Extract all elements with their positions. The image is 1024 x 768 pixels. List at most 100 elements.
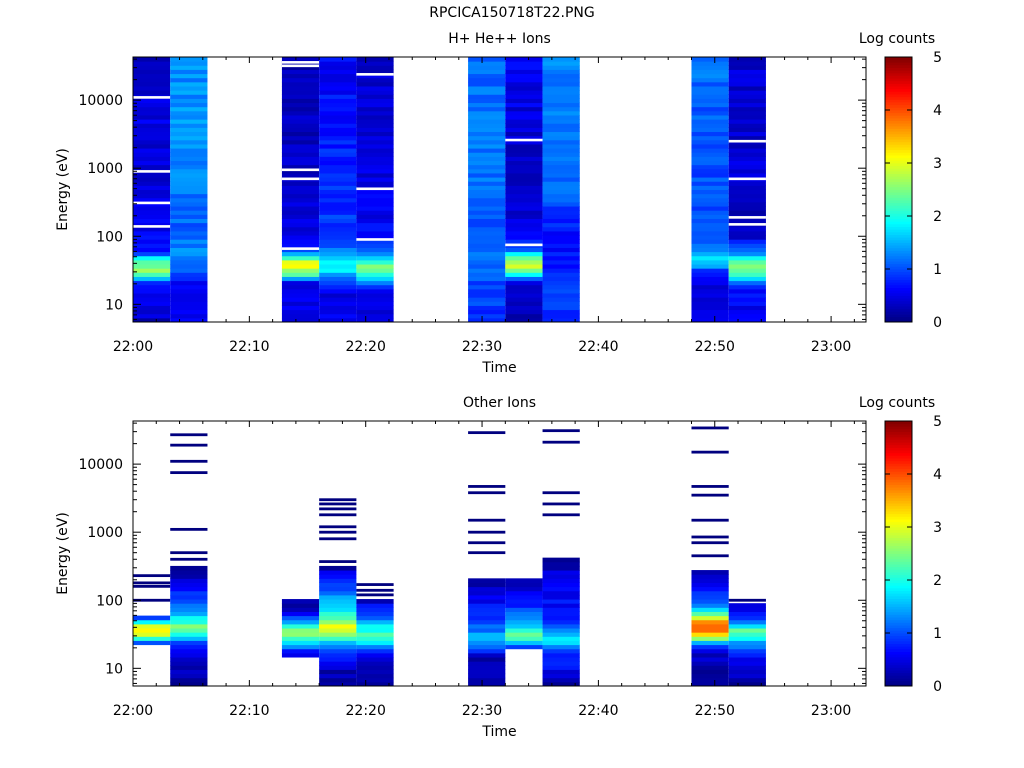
panel1-bin [319, 197, 357, 203]
panel1-bin [170, 131, 208, 137]
panel2-bin [691, 586, 729, 592]
panel1-bin [133, 189, 171, 195]
panel1-bin [319, 131, 357, 137]
panel2-colorbar-segment [885, 489, 912, 493]
panel1-bin [281, 276, 320, 282]
panel1-colorbar-segment [885, 255, 912, 259]
panel1-bin [542, 172, 580, 178]
panel1-bin [691, 264, 729, 269]
panel1-bin [133, 293, 171, 298]
panel1-bin [170, 106, 208, 112]
panel1-colorbar-segment [885, 91, 912, 95]
panel2-count-line [468, 541, 506, 545]
panel1-bin [505, 280, 543, 286]
panel2-colorbar-segment [885, 474, 912, 478]
panel1-bin [728, 230, 766, 236]
panel2-colorbar-segment [885, 524, 912, 528]
panel1-bin [133, 214, 171, 219]
panel1-gap [133, 201, 171, 205]
panel1-bin [542, 61, 580, 66]
panel1-colorbar-segment [885, 226, 912, 230]
panel1-bin [468, 206, 506, 211]
panel1-bin [691, 152, 729, 157]
panel1-bin [691, 284, 729, 290]
panel2-y-tick-label: 10000 [78, 457, 123, 473]
panel1-bin [728, 131, 766, 137]
panel1-bin [170, 218, 208, 224]
panel1-colorbar-segment [885, 176, 912, 180]
panel2-colorbar-segment [885, 556, 912, 560]
panel1-colorbar-segment [885, 170, 912, 174]
panel2-x-tick-label: 22:30 [462, 703, 502, 719]
panel1-bin [468, 94, 506, 99]
panel2-bin [281, 652, 320, 658]
panel2-bin [542, 632, 580, 637]
panel1-bin [319, 284, 357, 290]
panel1-bin [468, 313, 506, 319]
panel1-bin [728, 288, 766, 294]
panel1-bin [542, 98, 580, 104]
panel1-colorbar-segment [885, 229, 912, 233]
panel1-colorbar-segment [885, 184, 912, 188]
panel1-bin [356, 284, 394, 290]
panel2-colorbar-tick-label: 3 [933, 520, 942, 536]
panel1-bin [728, 201, 766, 207]
panel1-y-tick-label: 1000 [87, 161, 123, 177]
panel1-bin [133, 230, 171, 236]
panel1-bin [281, 81, 320, 87]
panel1-bin [281, 288, 320, 294]
panel2-bin [691, 611, 729, 617]
panel2-bin [468, 611, 506, 617]
panel1-bin [542, 230, 580, 236]
panel2-bin [505, 586, 543, 592]
panel1-bin [728, 218, 766, 224]
panel2-colorbar-segment [885, 646, 912, 650]
panel2-x-tick-label: 23:00 [811, 703, 851, 719]
panel2-bin [728, 628, 766, 633]
panel1-bin [468, 284, 506, 290]
panel2-bin [542, 661, 580, 666]
panel1-bin [728, 255, 766, 261]
panel1-bin [728, 156, 766, 162]
panel1-bin [691, 251, 729, 257]
panel2-count-line [133, 574, 171, 578]
panel1-bin [468, 193, 506, 199]
panel1-bin [281, 135, 320, 141]
panel1-bin [133, 119, 171, 124]
panel1-bin [728, 189, 766, 195]
panel2-bin [542, 594, 580, 600]
panel1-bin [691, 94, 729, 99]
panel1-bin [319, 181, 357, 186]
panel1-bin [133, 69, 171, 75]
panel1-bin [505, 255, 543, 261]
panel1-bin [542, 317, 580, 323]
panel1-bin [170, 280, 208, 286]
panel1-colorbar-segment [885, 125, 912, 129]
panel1-colorbar [885, 57, 912, 323]
panel1-bin [691, 222, 729, 228]
panel1-bin [319, 106, 357, 112]
panel2-bin [170, 574, 208, 579]
panel1-bin [133, 160, 171, 166]
panel1-bin [170, 172, 208, 178]
panel1-bin [281, 123, 320, 128]
panel2-bin [170, 661, 208, 666]
panel2-colorbar-segment [885, 500, 912, 504]
panel2-bin [356, 640, 394, 646]
panel2-x-tick-label: 22:00 [113, 703, 153, 719]
panel1-bin [728, 90, 766, 95]
panel2-bin [170, 582, 208, 588]
panel1-bin [281, 143, 320, 149]
panel1-bin [728, 197, 766, 203]
panel1-bin [505, 189, 543, 195]
panel1-gap [281, 247, 320, 250]
panel1-bin [133, 284, 171, 290]
panel2-bin [356, 681, 394, 687]
panel1-bin [468, 317, 506, 323]
panel2-count-line [319, 498, 357, 502]
panel2-count-line [356, 583, 394, 586]
panel2-colorbar-segment [885, 683, 912, 687]
panel1-bin [356, 255, 394, 261]
panel1-bin [133, 297, 171, 302]
panel1-bin [319, 214, 357, 219]
